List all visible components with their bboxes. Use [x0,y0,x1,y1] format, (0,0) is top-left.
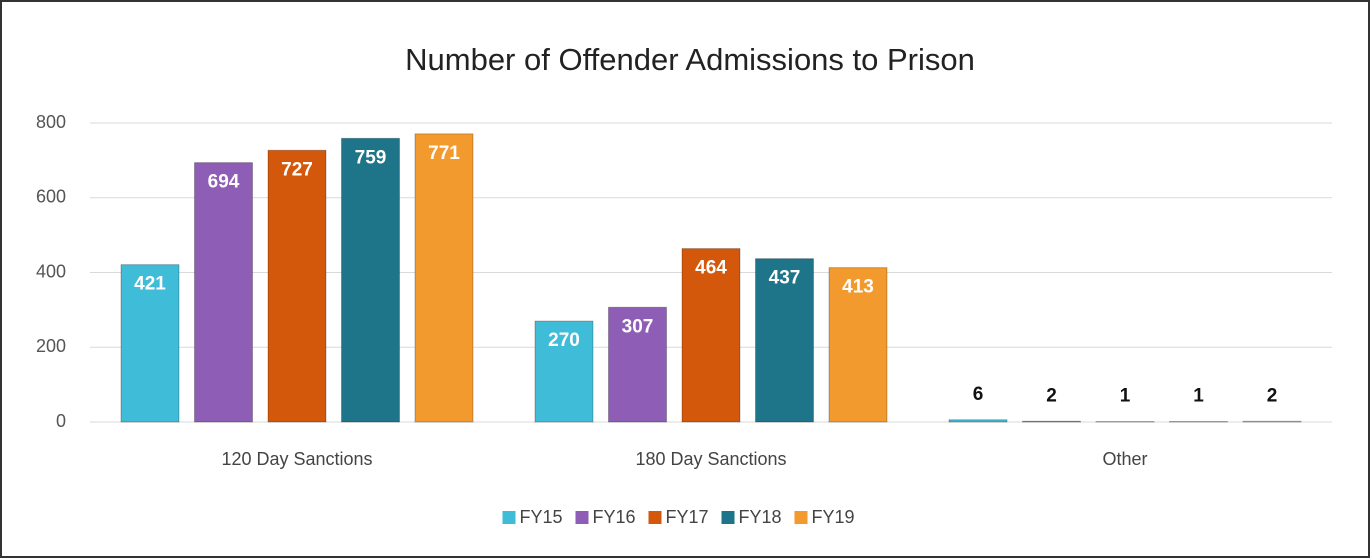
bar [414,133,474,423]
legend-swatch [648,511,662,524]
y-tick-label: 600 [36,187,66,207]
data-label: 464 [695,258,727,279]
bar [534,320,594,423]
bar [120,264,180,423]
data-label: 270 [548,330,580,351]
data-label: 759 [355,147,387,168]
data-label: 413 [842,277,874,298]
legend-swatch [575,511,589,524]
x-tick-label: 180 Day Sanctions [635,449,786,469]
legend-label: FY19 [812,507,855,527]
data-label: 2 [1267,385,1278,406]
y-tick-label: 200 [36,336,66,356]
y-tick-label: 400 [36,261,66,281]
y-tick-label: 800 [36,112,66,132]
legend-swatch [502,511,516,524]
legend-swatch [721,511,735,524]
bar [1242,420,1302,423]
data-label: 437 [769,268,801,289]
legend-label: FY18 [739,507,782,527]
data-label: 771 [428,143,460,164]
data-label: 1 [1193,386,1204,407]
bar [267,149,327,423]
bar [1022,420,1081,423]
x-tick-label: Other [1102,449,1147,469]
bar [341,137,400,423]
bar [608,306,667,423]
y-tick-label: 0 [56,411,66,431]
bar [681,248,741,423]
bar [755,258,814,423]
data-label: 421 [134,274,166,295]
legend-label: FY15 [520,507,563,527]
data-label: 6 [973,384,984,405]
bar [828,267,888,423]
bar [194,162,253,423]
data-label: 2 [1046,385,1057,406]
legend-swatch [794,511,808,524]
legend-label: FY16 [593,507,636,527]
data-label: 727 [281,159,313,180]
x-tick-label: 120 Day Sanctions [221,449,372,469]
data-label: 1 [1120,386,1131,407]
legend-label: FY17 [666,507,709,527]
data-label: 694 [208,172,240,193]
data-label: 307 [622,316,654,337]
chart-title: Number of Offender Admissions to Prison [405,42,975,77]
bar [948,419,1008,423]
